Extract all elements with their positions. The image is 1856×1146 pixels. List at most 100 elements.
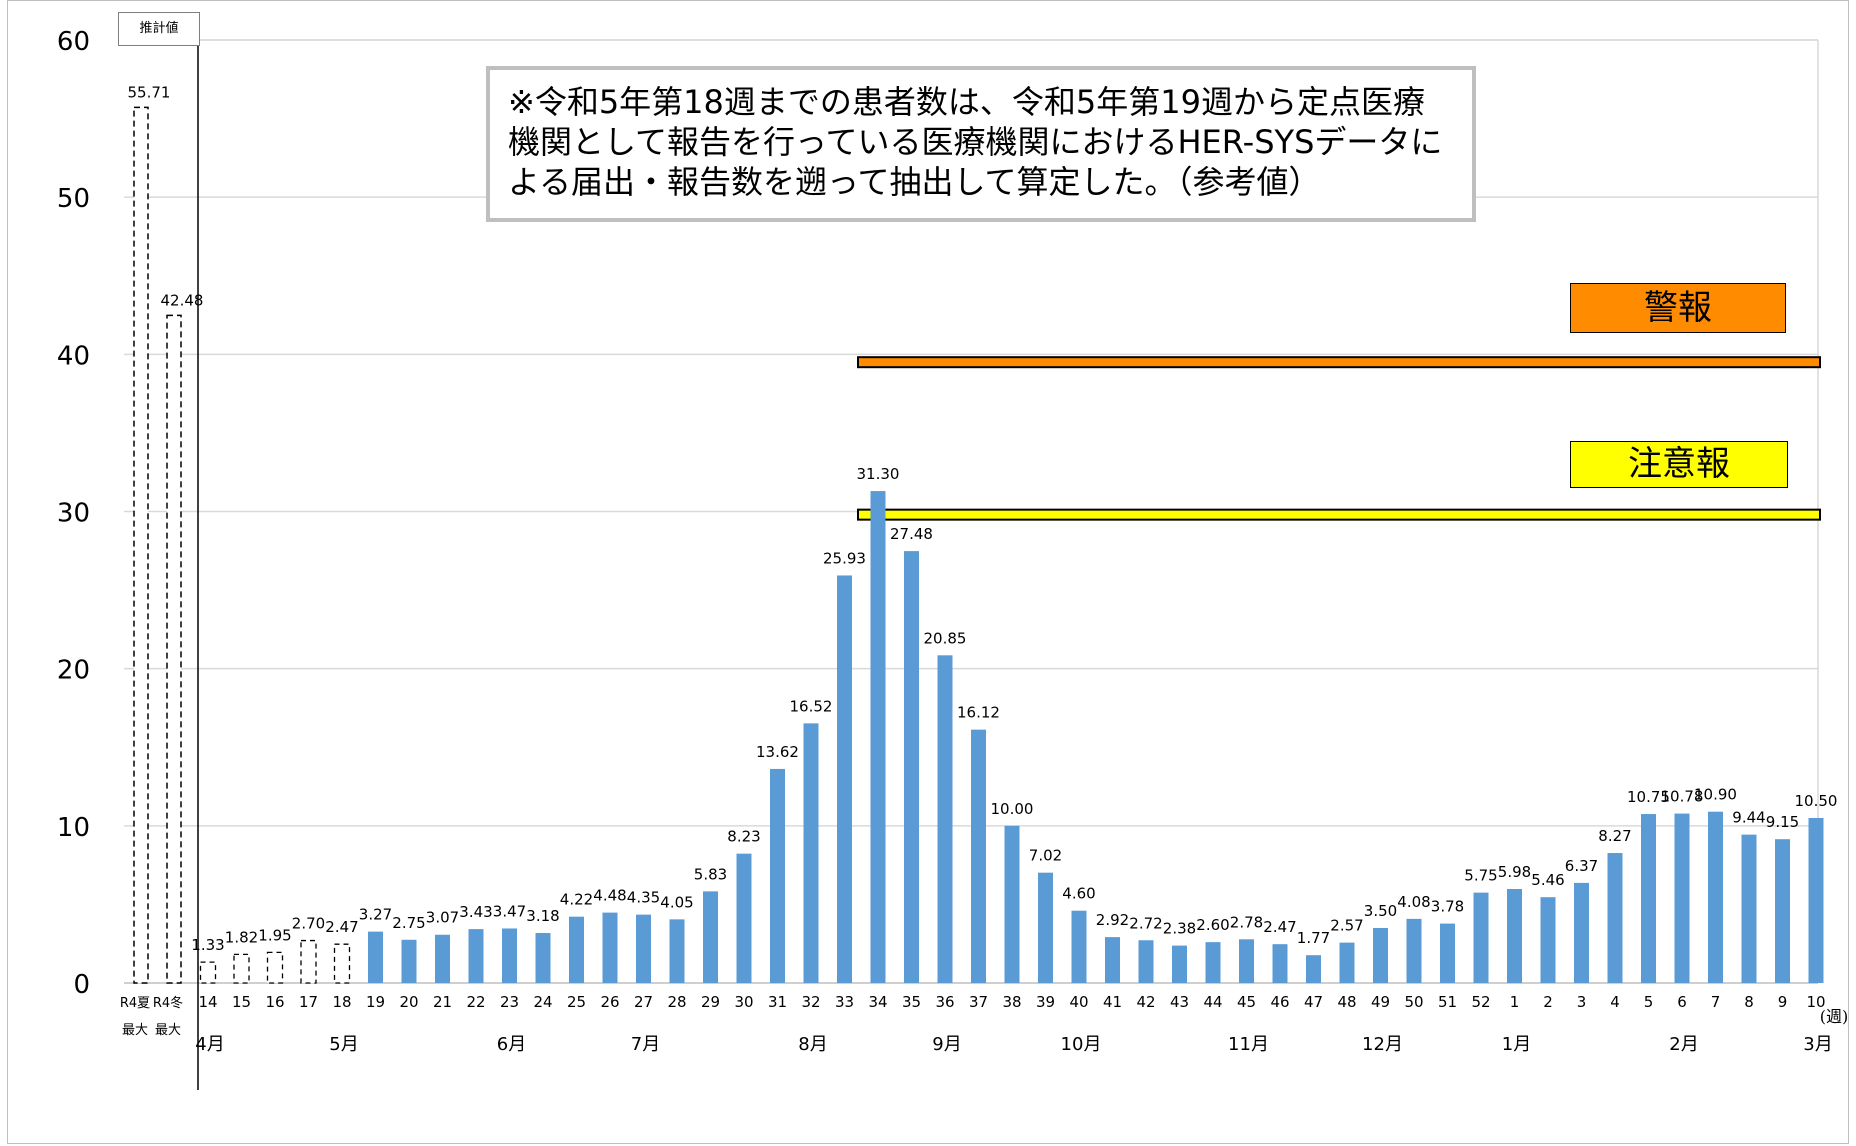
bar <box>1775 839 1790 983</box>
bar-value-label: 9.44 <box>1732 809 1765 827</box>
month-label: 2月 <box>1669 1034 1698 1055</box>
reference-bar-value-label: 42.48 <box>161 291 204 309</box>
estimated-bar <box>199 961 217 984</box>
bar-value-label: 2.47 <box>1263 918 1296 936</box>
bar <box>770 768 785 983</box>
chart-frame <box>7 0 1849 1144</box>
x-tick-label: 2 <box>1543 993 1553 1011</box>
bar-value-label: 2.60 <box>1196 916 1229 934</box>
reference-bar-label: 最大 <box>155 1023 181 1038</box>
x-tick-label: 38 <box>1002 993 1021 1011</box>
chart-note: ※令和5年第18週までの患者数は、令和5年第19週から定点医療機関として報告を行… <box>486 66 1476 222</box>
x-tick-label: 19 <box>366 993 385 1011</box>
x-tick-label: 51 <box>1438 993 1457 1011</box>
x-tick-label: 22 <box>466 993 485 1011</box>
x-tick-label: 48 <box>1337 993 1356 1011</box>
x-tick-label: 41 <box>1103 993 1122 1011</box>
bar <box>937 655 953 983</box>
x-tick-label: 30 <box>734 993 753 1011</box>
alarm-threshold-label: 警報 <box>1570 283 1786 333</box>
bar <box>1172 945 1187 983</box>
bar <box>1339 942 1355 983</box>
y-tick-label: 0 <box>73 970 90 1000</box>
bar-value-label: 2.92 <box>1096 911 1129 929</box>
estimated-bar <box>300 939 317 984</box>
bar <box>401 939 417 983</box>
bar <box>1071 910 1087 983</box>
bar <box>1239 939 1254 983</box>
x-tick-label: 39 <box>1036 993 1055 1011</box>
bar-value-label: 1.77 <box>1297 929 1330 947</box>
x-tick-label: 50 <box>1404 993 1423 1011</box>
bar <box>1641 814 1656 983</box>
bar-value-label: 31.30 <box>857 465 900 483</box>
bar <box>1540 897 1556 983</box>
x-tick-label: 49 <box>1371 993 1390 1011</box>
bar-value-label: 2.75 <box>392 914 425 932</box>
x-tick-label: 31 <box>768 993 787 1011</box>
x-tick-label: 10 <box>1806 993 1825 1011</box>
y-tick-label: 60 <box>57 27 90 57</box>
x-tick-label: 47 <box>1304 993 1323 1011</box>
x-tick-label: 40 <box>1069 993 1088 1011</box>
x-tick-label: 52 <box>1471 993 1490 1011</box>
bar-value-label: 13.62 <box>756 743 799 761</box>
bar-value-label: 2.38 <box>1163 920 1196 938</box>
x-tick-label: 33 <box>835 993 854 1011</box>
bar-value-label: 5.98 <box>1498 863 1531 881</box>
bar <box>468 929 484 983</box>
reference-bar <box>133 106 149 984</box>
month-label: 10月 <box>1061 1034 1102 1055</box>
bar <box>1708 811 1723 983</box>
bar <box>535 933 551 983</box>
x-tick-label: 42 <box>1136 993 1155 1011</box>
bar-value-label: 4.60 <box>1062 885 1095 903</box>
x-tick-label: 8 <box>1744 993 1754 1011</box>
bar-value-label: 3.78 <box>1431 898 1464 916</box>
bar-value-label: 5.75 <box>1464 867 1497 885</box>
reference-bar-value-label: 55.71 <box>128 83 171 101</box>
y-tick-label: 10 <box>57 813 90 843</box>
x-tick-label: 20 <box>399 993 418 1011</box>
x-tick-label: 7 <box>1711 993 1721 1011</box>
bar-value-label: 1.95 <box>258 926 291 944</box>
y-tick-label: 20 <box>57 656 90 686</box>
x-tick-label: 23 <box>500 993 519 1011</box>
bar-value-label: 10.00 <box>991 800 1034 818</box>
bar-value-label: 7.02 <box>1029 847 1062 865</box>
x-tick-label: 5 <box>1644 993 1654 1011</box>
x-tick-label: 37 <box>969 993 988 1011</box>
bar <box>1306 955 1321 983</box>
x-tick-label: 34 <box>868 993 887 1011</box>
x-tick-label: 43 <box>1170 993 1189 1011</box>
bar-value-label: 2.57 <box>1330 917 1363 935</box>
bar <box>1440 923 1455 983</box>
bar-value-label: 20.85 <box>924 629 967 647</box>
x-tick-label: 14 <box>198 993 217 1011</box>
x-tick-label: 4 <box>1610 993 1620 1011</box>
bar <box>1205 942 1221 983</box>
bar <box>803 723 819 983</box>
bar-value-label: 1.82 <box>225 928 258 946</box>
bar <box>1507 889 1522 983</box>
bar-value-label: 3.18 <box>526 907 559 925</box>
bar-value-label: 4.08 <box>1397 893 1430 911</box>
x-tick-label: 46 <box>1270 993 1289 1011</box>
bar <box>837 575 852 983</box>
x-tick-label: 3 <box>1577 993 1587 1011</box>
bar-value-label: 4.22 <box>560 891 593 909</box>
y-tick-label: 40 <box>57 341 90 371</box>
bar <box>1808 817 1824 983</box>
bar <box>435 934 450 983</box>
x-tick-label: 32 <box>801 993 820 1011</box>
month-label: 9月 <box>932 1034 961 1055</box>
bar-value-label: 4.35 <box>627 889 660 907</box>
bar <box>368 931 383 983</box>
bar-value-label: 2.78 <box>1230 913 1263 931</box>
x-tick-label: 35 <box>902 993 921 1011</box>
bar <box>1607 853 1623 983</box>
bar-value-label: 10.75 <box>1627 788 1670 806</box>
x-tick-label: 27 <box>634 993 653 1011</box>
